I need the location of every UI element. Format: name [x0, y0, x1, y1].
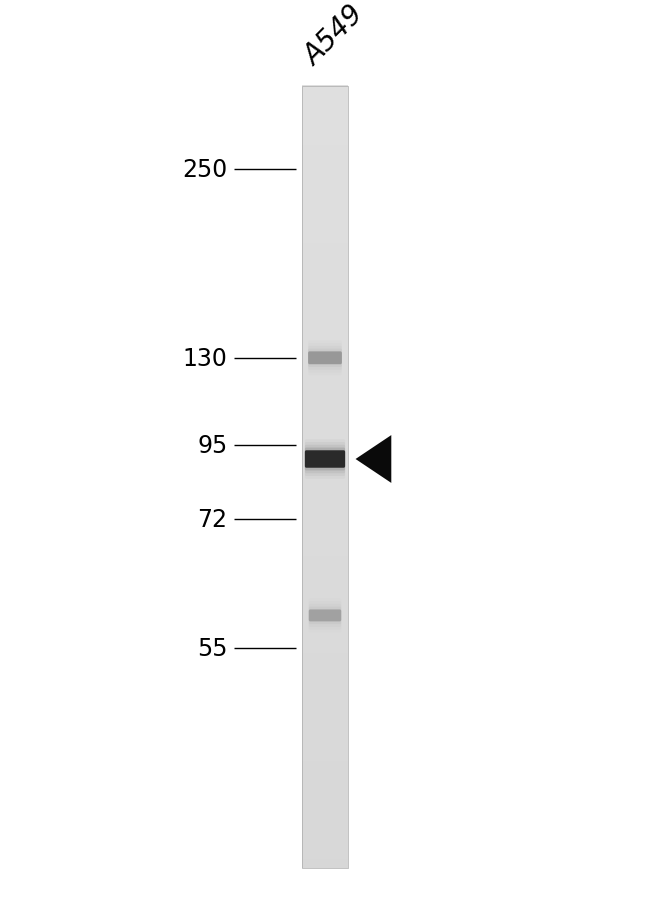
Bar [302, 311, 348, 322]
Bar [302, 389, 348, 400]
Text: 130: 130 [183, 346, 227, 370]
Text: 95: 95 [197, 434, 227, 458]
Bar [302, 272, 348, 283]
Bar [302, 243, 348, 254]
Bar [302, 203, 348, 214]
FancyBboxPatch shape [308, 349, 342, 368]
Bar [302, 750, 348, 761]
Bar [302, 359, 348, 370]
Bar [302, 760, 348, 771]
Bar [302, 779, 348, 790]
Bar [302, 350, 348, 360]
FancyBboxPatch shape [305, 448, 345, 471]
Bar [302, 652, 348, 664]
Bar [302, 116, 348, 126]
Bar [302, 233, 348, 244]
Bar [302, 496, 348, 507]
Bar [302, 87, 348, 868]
Bar [302, 741, 348, 752]
Bar [302, 223, 348, 233]
Bar [302, 487, 348, 497]
Bar [302, 770, 348, 780]
Bar [302, 711, 348, 722]
Bar [302, 262, 348, 273]
FancyBboxPatch shape [305, 446, 345, 474]
Bar [302, 477, 348, 488]
Bar [302, 848, 348, 858]
Bar [302, 633, 348, 644]
Bar [302, 438, 348, 448]
Bar [302, 467, 348, 478]
Text: 72: 72 [198, 507, 228, 531]
Bar [302, 291, 348, 302]
Bar [302, 428, 348, 438]
Bar [302, 96, 348, 107]
Bar [302, 369, 348, 380]
Bar [302, 184, 348, 195]
Bar [302, 301, 348, 312]
Bar [302, 555, 348, 566]
Bar [302, 565, 348, 575]
Bar [302, 526, 348, 537]
Bar [302, 595, 348, 605]
Bar [302, 340, 348, 351]
Bar [302, 838, 348, 849]
Bar [302, 458, 348, 468]
Bar [302, 321, 348, 332]
Bar [302, 536, 348, 546]
Bar [302, 692, 348, 702]
Bar [302, 701, 348, 712]
Text: A549: A549 [299, 0, 369, 71]
Bar [302, 194, 348, 205]
Bar [302, 135, 348, 146]
Bar [302, 809, 348, 820]
FancyBboxPatch shape [308, 346, 342, 370]
Bar [302, 516, 348, 527]
Bar [302, 145, 348, 155]
Bar [302, 331, 348, 341]
Bar [302, 154, 348, 165]
Bar [302, 399, 348, 410]
FancyBboxPatch shape [308, 352, 342, 365]
Bar [302, 574, 348, 585]
Polygon shape [356, 436, 391, 483]
Bar [302, 409, 348, 419]
Bar [302, 721, 348, 732]
Bar [302, 829, 348, 839]
Bar [302, 673, 348, 683]
Bar [302, 857, 348, 868]
Bar [302, 506, 348, 516]
Bar [302, 106, 348, 117]
Bar [302, 418, 348, 429]
Bar [302, 604, 348, 615]
Bar [302, 448, 348, 459]
FancyBboxPatch shape [309, 605, 341, 627]
Text: 250: 250 [182, 158, 228, 182]
Bar [302, 584, 348, 596]
Bar [302, 125, 348, 136]
FancyBboxPatch shape [305, 451, 345, 468]
Bar [302, 819, 348, 829]
Bar [302, 731, 348, 742]
Bar [302, 682, 348, 693]
Bar [302, 253, 348, 263]
Bar [302, 213, 348, 224]
Bar [302, 545, 348, 556]
Bar [302, 800, 348, 810]
Bar [302, 623, 348, 634]
FancyBboxPatch shape [309, 610, 341, 621]
Bar [302, 165, 348, 176]
Bar [302, 86, 348, 97]
Bar [302, 789, 348, 800]
Text: 55: 55 [197, 636, 227, 660]
Bar [302, 380, 348, 390]
Bar [302, 663, 348, 673]
Bar [302, 281, 348, 292]
FancyBboxPatch shape [309, 607, 341, 625]
Bar [302, 643, 348, 653]
Bar [302, 175, 348, 185]
Bar [302, 614, 348, 624]
